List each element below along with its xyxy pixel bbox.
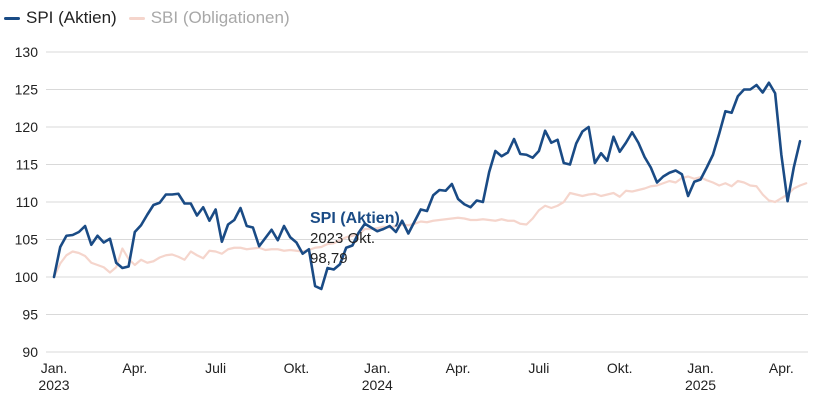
y-axis: 90 95 100 105 110 115 120 125 130 [15, 44, 39, 360]
chart-legend: SPI (Aktien) SBI (Obligationen) [4, 8, 290, 28]
series-lines [52, 81, 808, 291]
tooltip-title: SPI (Aktien) [310, 210, 400, 227]
x-tick-label: Juli [528, 360, 549, 376]
x-tick-label: Jan. [364, 360, 390, 376]
x-tick-year-label: 2025 [685, 377, 716, 393]
y-tick-label: 100 [15, 269, 39, 285]
legend-swatch-spi [4, 16, 20, 20]
x-tick-label: Apr. [446, 360, 471, 376]
y-tick-label: 130 [15, 44, 39, 60]
series-line-sbi[interactable] [52, 175, 808, 279]
x-tick-label: Apr. [769, 360, 794, 376]
tooltip-date: 2023 Okt. [310, 230, 375, 247]
x-tick-label: Apr. [122, 360, 147, 376]
y-tick-label: 115 [16, 157, 39, 173]
x-tick-label: Okt. [607, 360, 633, 376]
tooltip-value: 98,79 [310, 250, 348, 267]
y-tick-label: 120 [15, 119, 39, 135]
legend-item-sbi[interactable]: SBI (Obligationen) [128, 8, 290, 28]
x-tick-label: Juli [205, 360, 226, 376]
legend-label-sbi: SBI (Obligationen) [150, 8, 290, 27]
legend-label-spi: SPI (Aktien) [26, 8, 117, 27]
x-tick-label: Jan. [41, 360, 67, 376]
tooltip: SPI (Aktien) 2023 Okt. 98,79 [310, 210, 400, 267]
legend-item-spi[interactable]: SPI (Aktien) [4, 8, 117, 28]
x-tick-label: Jan. [687, 360, 713, 376]
y-tick-label: 125 [15, 82, 39, 98]
series-line-spi[interactable] [52, 81, 802, 291]
x-tick-label: Okt. [284, 360, 310, 376]
y-tick-label: 105 [15, 232, 39, 248]
y-tick-label: 90 [22, 344, 38, 360]
y-tick-label: 95 [22, 307, 38, 323]
y-tick-label: 110 [16, 194, 39, 210]
grid-lines [46, 51, 808, 353]
legend-swatch-sbi [128, 16, 145, 20]
x-tick-year-label: 2023 [38, 377, 69, 393]
x-tick-year-label: 2024 [362, 377, 393, 393]
